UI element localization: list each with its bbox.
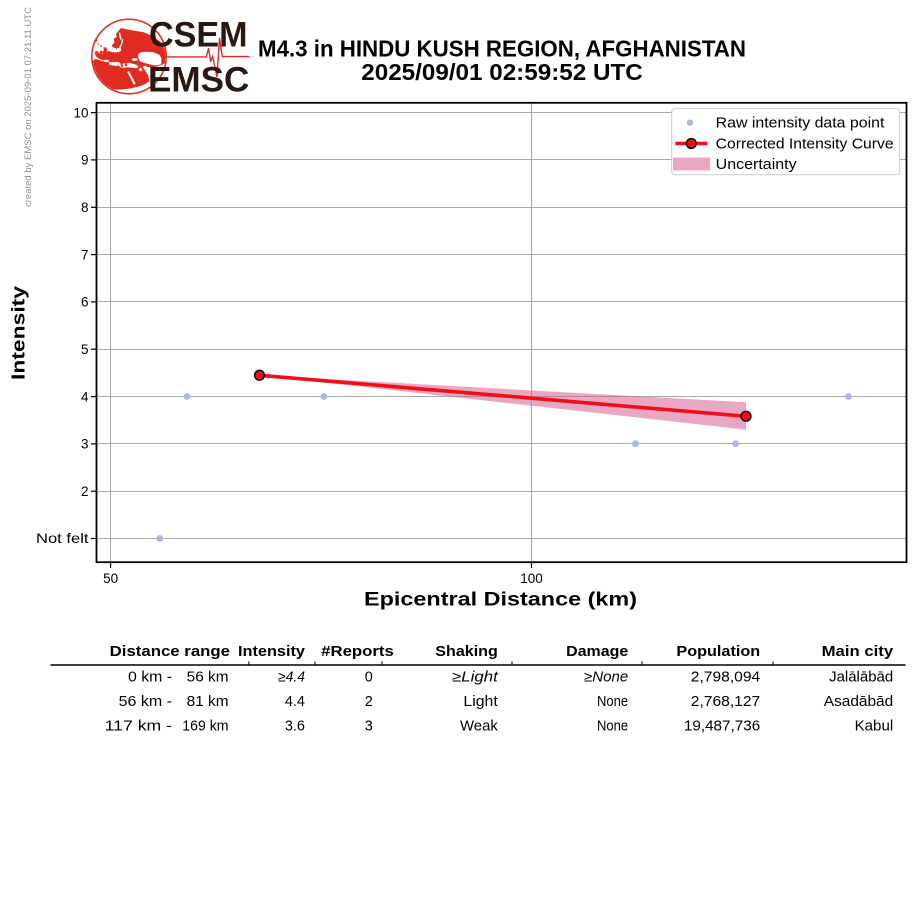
svg-text:100: 100: [520, 571, 543, 586]
svg-text:2,798,094: 2,798,094: [691, 670, 760, 686]
svg-text:Not felt: Not felt: [36, 530, 89, 546]
svg-text:Epicentral Distance (km): Epicentral Distance (km): [364, 589, 637, 611]
svg-text:2,768,127: 2,768,127: [691, 694, 760, 710]
svg-text:56 km: 56 km: [187, 670, 229, 686]
svg-text:#Reports: #Reports: [321, 644, 394, 660]
svg-text:169 km: 169 km: [182, 719, 228, 735]
svg-text:Raw intensity data point: Raw intensity data point: [716, 115, 885, 131]
svg-text:M4.3 in HINDU KUSH REGION, AFG: M4.3 in HINDU KUSH REGION, AFGHANISTAN: [258, 36, 746, 62]
svg-text:50: 50: [103, 571, 118, 586]
svg-text:Weak: Weak: [460, 719, 499, 735]
svg-text:81 km: 81 km: [187, 694, 229, 710]
svg-text:19,487,736: 19,487,736: [684, 719, 760, 735]
svg-text:≥4.4: ≥4.4: [278, 670, 305, 686]
svg-text:Kabul: Kabul: [855, 719, 894, 735]
svg-text:3: 3: [365, 719, 373, 735]
svg-text:Intensity: Intensity: [238, 644, 305, 660]
svg-text:3.6: 3.6: [285, 719, 305, 735]
svg-text:Population: Population: [676, 644, 760, 660]
svg-text:Damage: Damage: [566, 644, 628, 660]
svg-text:0 km -: 0 km -: [128, 670, 172, 686]
svg-text:0: 0: [365, 670, 373, 686]
svg-text:2: 2: [81, 484, 89, 499]
svg-text:≥None: ≥None: [584, 670, 628, 686]
svg-text:6: 6: [81, 295, 89, 310]
svg-text:56 km -: 56 km -: [119, 694, 173, 710]
svg-text:None: None: [597, 719, 628, 735]
svg-text:117 km -: 117 km -: [105, 719, 172, 735]
svg-text:5: 5: [81, 342, 89, 357]
svg-text:2025/09/01 02:59:52 UTC: 2025/09/01 02:59:52 UTC: [361, 59, 643, 85]
svg-text:Asadābād: Asadābād: [824, 694, 893, 710]
svg-text:Uncertainty: Uncertainty: [716, 157, 798, 173]
svg-text:Main city: Main city: [822, 644, 894, 660]
svg-text:created by EMSC on 2025-09-01: created by EMSC on 2025-09-01 07:21:11 U…: [23, 7, 34, 207]
svg-text:Jalālābād: Jalālābād: [829, 670, 893, 686]
svg-text:CSEM: CSEM: [149, 14, 248, 54]
svg-text:3: 3: [81, 437, 89, 452]
svg-text:8: 8: [81, 200, 89, 215]
svg-text:4: 4: [81, 389, 89, 404]
svg-text:7: 7: [81, 247, 89, 262]
svg-text:Distance range: Distance range: [110, 644, 230, 660]
svg-text:None: None: [597, 694, 628, 710]
svg-text:Shaking: Shaking: [435, 644, 498, 660]
svg-text:Corrected Intensity Curve: Corrected Intensity Curve: [716, 136, 894, 152]
svg-text:Light: Light: [463, 694, 497, 710]
svg-text:≥Light: ≥Light: [452, 670, 499, 686]
svg-text:4.4: 4.4: [285, 694, 305, 710]
svg-text:EMSC: EMSC: [148, 60, 249, 100]
svg-text:10: 10: [73, 105, 88, 120]
svg-text:2: 2: [365, 694, 373, 710]
svg-text:Intensity: Intensity: [9, 286, 29, 380]
svg-text:9: 9: [81, 153, 89, 168]
